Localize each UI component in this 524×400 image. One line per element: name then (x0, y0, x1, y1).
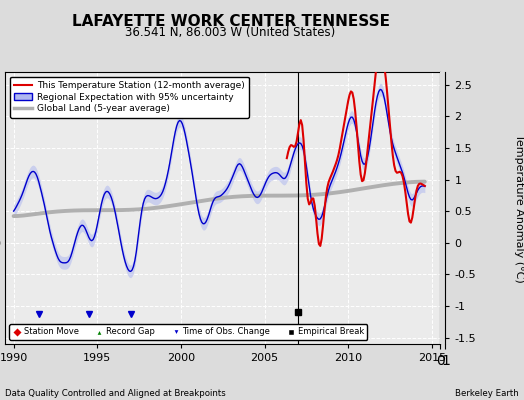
Text: LAFAYETTE WORK CENTER TENNESSE: LAFAYETTE WORK CENTER TENNESSE (72, 14, 389, 29)
Text: 36.541 N, 86.003 W (United States): 36.541 N, 86.003 W (United States) (125, 26, 336, 39)
Text: Berkeley Earth: Berkeley Earth (455, 389, 519, 398)
Legend: Station Move, Record Gap, Time of Obs. Change, Empirical Break: Station Move, Record Gap, Time of Obs. C… (9, 324, 367, 340)
Text: Temperature Anomaly (°C): Temperature Anomaly (°C) (514, 134, 524, 282)
Text: Data Quality Controlled and Aligned at Breakpoints: Data Quality Controlled and Aligned at B… (5, 389, 226, 398)
